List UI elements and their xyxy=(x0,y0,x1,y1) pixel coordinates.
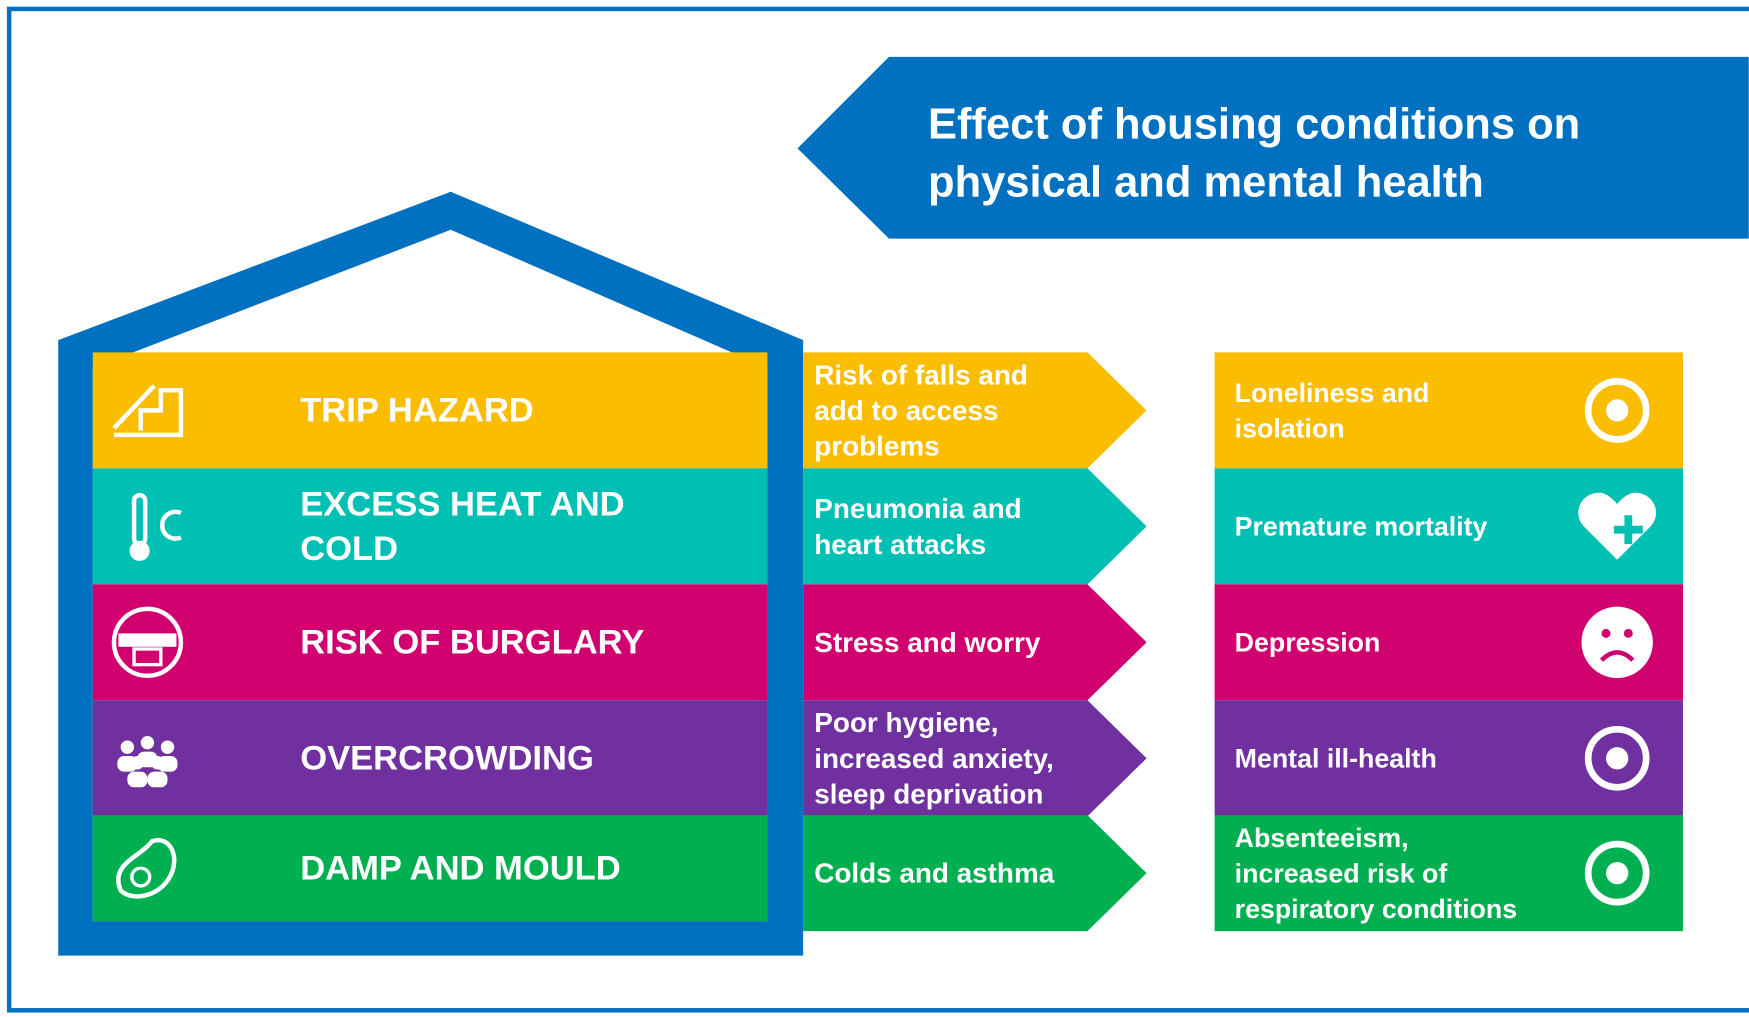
effect-arrow xyxy=(803,468,1147,585)
icon xyxy=(160,740,175,754)
effect-text: Stress and worry xyxy=(814,627,1041,658)
icon xyxy=(111,606,184,678)
effect-text: sleep deprivation xyxy=(814,779,1043,810)
effect-text: Pneumonia and xyxy=(814,493,1021,524)
icon xyxy=(147,771,168,788)
effect-text: Poor hygiene, xyxy=(814,707,998,738)
outcome-icon xyxy=(1584,840,1650,906)
effect-text: heart attacks xyxy=(814,529,986,560)
title-line: Effect of housing conditions on xyxy=(928,101,1580,149)
icon xyxy=(130,866,152,888)
hazard-text: TRIP HAZARD xyxy=(300,392,534,430)
effect-arrow xyxy=(803,584,1147,701)
outcome-icon xyxy=(1599,650,1635,662)
effect-text: problems xyxy=(814,431,939,462)
hazard-text: EXCESS HEAT AND xyxy=(300,485,624,523)
icon xyxy=(130,756,145,770)
icon xyxy=(159,509,182,541)
outcome-icon xyxy=(1606,399,1629,422)
icon xyxy=(127,771,148,788)
icon xyxy=(116,837,177,899)
hazard-box xyxy=(92,352,768,469)
outcome-text: Depression xyxy=(1235,628,1381,658)
outcome-text: increased risk of xyxy=(1235,858,1448,888)
hazard-box xyxy=(92,700,768,817)
title-banner xyxy=(797,56,1749,239)
hazard-box xyxy=(92,815,768,922)
outcome-text: Loneliness and xyxy=(1235,378,1430,408)
outcome-box xyxy=(1214,352,1683,469)
effect-text: Risk of falls and xyxy=(814,359,1028,390)
icon xyxy=(132,647,163,667)
outcome-icon xyxy=(1581,606,1653,678)
effect-text: increased anxiety, xyxy=(814,743,1054,774)
hazard-text: DAMP AND MOULD xyxy=(300,849,621,887)
outcome-icon xyxy=(1584,378,1650,443)
effect-arrow xyxy=(803,700,1147,817)
hazard-text: RISK OF BURGLARY xyxy=(300,624,644,662)
hazard-text: OVERCROWDING xyxy=(300,740,594,778)
outcome-box xyxy=(1214,700,1683,817)
icon xyxy=(118,633,177,647)
outcome-text: Premature mortality xyxy=(1235,512,1488,542)
frame xyxy=(6,6,1749,1013)
effect-text: add to access xyxy=(814,395,998,426)
outcome-icon xyxy=(1613,515,1643,545)
outcome-icon xyxy=(1601,628,1611,638)
effect-text: Colds and asthma xyxy=(814,858,1054,889)
effect-arrow xyxy=(803,352,1147,469)
icon xyxy=(112,384,184,438)
hazard-box xyxy=(92,584,768,701)
icon xyxy=(140,735,155,750)
outcome-text: isolation xyxy=(1235,414,1345,444)
icon xyxy=(129,540,150,561)
outcome-icon xyxy=(1584,725,1650,791)
outcome-icon xyxy=(1606,861,1629,885)
title-line: physical and mental health xyxy=(928,159,1484,207)
outcome-text: respiratory conditions xyxy=(1235,894,1517,924)
effect-arrow xyxy=(803,815,1147,932)
hazard-text: COLD xyxy=(300,530,398,568)
outcome-text: Absenteeism, xyxy=(1235,823,1409,853)
hazard-box xyxy=(92,468,768,585)
outcome-text: Mental ill-health xyxy=(1235,744,1437,774)
icon xyxy=(150,756,165,770)
outcome-icon xyxy=(1623,628,1633,638)
outcome-icon xyxy=(1606,747,1629,770)
icon xyxy=(120,740,135,754)
outcome-box xyxy=(1214,815,1683,932)
